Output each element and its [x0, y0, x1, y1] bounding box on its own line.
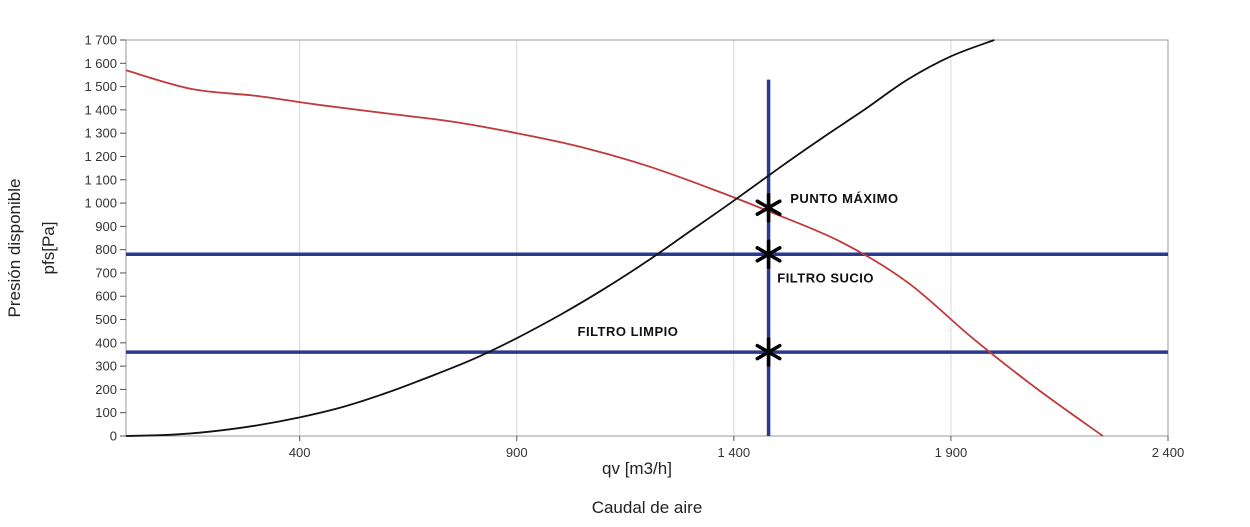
y-tick-label-6: 600	[95, 289, 117, 304]
star-marker-0	[755, 192, 782, 223]
x-tick-label-1: 900	[506, 445, 528, 460]
reference-lines	[126, 79, 1168, 436]
plot-frame	[125, 39, 1169, 437]
y-tick-label-3: 300	[95, 359, 117, 374]
y-axis-label-line2: pfs[Pa]	[39, 222, 58, 275]
grid-lines	[299, 40, 952, 436]
y-tick-label-13: 1 300	[84, 126, 117, 141]
x-tick-label-3: 1 900	[935, 445, 968, 460]
y-tick-label-9: 900	[95, 219, 117, 234]
y-axis-label-line1: Presión disponible	[5, 179, 24, 318]
y-tick-label-11: 1 100	[84, 172, 117, 187]
x-axis-label: qv [m3/h]	[602, 459, 672, 478]
y-tick-label-14: 1 400	[84, 102, 117, 117]
y-axis-ticks: 0 100 200 300 400 500 600 700 800 900 1 000 1 100 1 …	[84, 33, 126, 444]
y-tick-label-16: 1 600	[84, 56, 117, 71]
y-tick-label-17: 1 700	[84, 33, 117, 48]
annotations: PUNTO MÁXIMO FILTRO SUCIO FILTRO LIMPIO	[578, 191, 899, 339]
series-line-1	[125, 39, 995, 437]
x-axis-secondary-label: Caudal de aire	[592, 498, 703, 517]
y-tick-label-1: 100	[95, 405, 117, 420]
x-tick-label-0: 400	[289, 445, 311, 460]
y-tick-label-2: 200	[95, 382, 117, 397]
annotation-label-1: FILTRO SUCIO	[777, 270, 874, 285]
series-line-0	[125, 69, 1104, 437]
star-marker-2	[755, 337, 782, 367]
series-group	[125, 39, 1104, 437]
markers	[755, 192, 782, 367]
star-marker-1	[755, 239, 782, 270]
y-tick-label-7: 700	[95, 265, 117, 280]
y-tick-label-8: 800	[95, 242, 117, 257]
y-tick-label-15: 1 500	[84, 79, 117, 94]
annotation-label-2: FILTRO LIMPIO	[578, 324, 679, 339]
y-tick-label-5: 500	[95, 312, 117, 327]
y-tick-label-0: 0	[110, 429, 117, 444]
x-axis-ticks: 400 900 1 400 1 900 2 400	[289, 436, 1184, 460]
annotation-label-0: PUNTO MÁXIMO	[790, 191, 898, 206]
y-tick-label-4: 400	[95, 335, 117, 350]
y-tick-label-12: 1 200	[84, 149, 117, 164]
x-tick-label-4: 2 400	[1152, 445, 1185, 460]
x-tick-label-2: 1 400	[718, 445, 751, 460]
y-tick-label-10: 1 000	[84, 196, 117, 211]
